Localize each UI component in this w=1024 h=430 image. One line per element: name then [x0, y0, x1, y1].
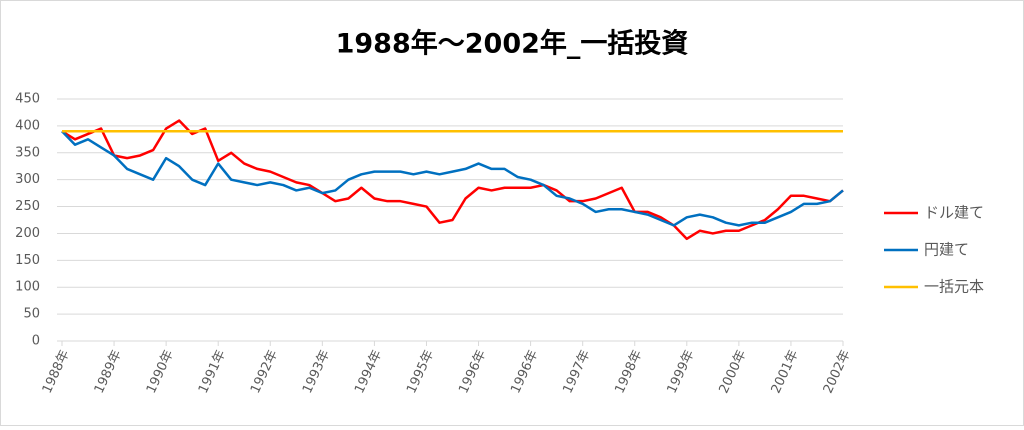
y-tick-label: 0	[32, 334, 40, 349]
y-tick-label: 350	[15, 145, 40, 160]
y-tick-label: 400	[15, 118, 40, 133]
y-tick-label: 300	[15, 172, 40, 187]
y-tick-label: 450	[15, 92, 40, 107]
y-tick-label: 50	[23, 307, 40, 322]
series-line	[61, 130, 844, 227]
series-line	[61, 119, 844, 241]
legend-label: 円建て	[924, 241, 969, 259]
legend-label: ドル建て	[924, 204, 984, 222]
y-tick-label: 100	[15, 280, 40, 295]
legend-label: 一括元本	[924, 278, 984, 296]
chart-title: 1988年～2002年_一括投資	[336, 28, 689, 60]
y-tick-label: 200	[15, 226, 40, 241]
y-tick-label: 250	[15, 199, 40, 214]
y-tick-label: 150	[15, 253, 40, 268]
